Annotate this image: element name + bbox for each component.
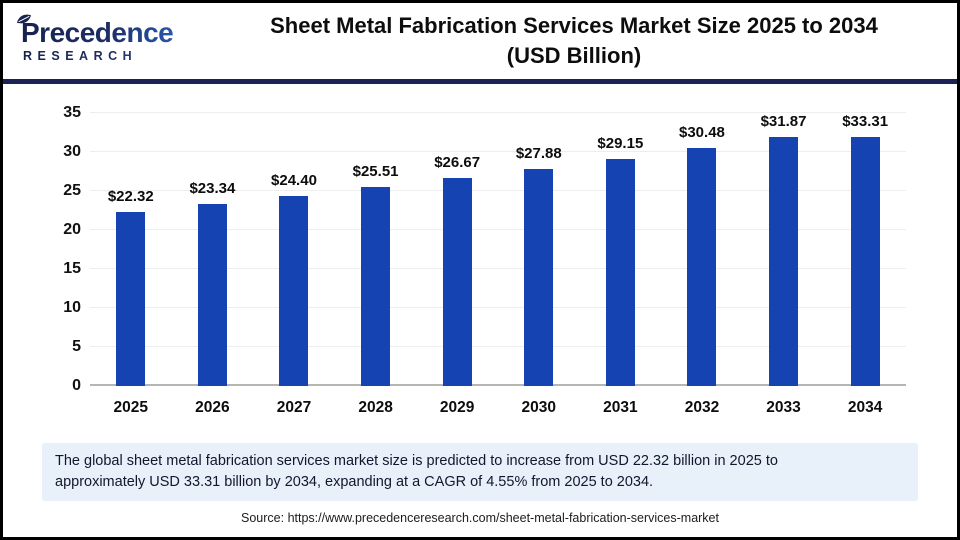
bar — [116, 211, 146, 386]
x-axis-label: 2034 — [847, 399, 883, 416]
x-axis-label: 2025 — [113, 399, 149, 416]
bar-slot: $24.40 — [253, 113, 335, 386]
gridline — [90, 112, 906, 113]
bar-slot: $26.67 — [416, 113, 498, 386]
bar-slot: $22.32 — [90, 113, 172, 386]
gridline — [90, 268, 906, 269]
y-axis-tick-label: 35 — [63, 104, 81, 121]
gridline — [90, 229, 906, 230]
chart-title-line2: (USD Billion) — [506, 43, 642, 68]
bar-value-label: $25.51 — [352, 163, 399, 181]
plot-area: $22.32 $23.34 $24.40 $25.51 $26.67 $27.88 $29.… — [90, 112, 906, 386]
bar-value-label: $29.15 — [597, 134, 644, 152]
bar — [687, 148, 717, 386]
bar-slot: $30.48 — [661, 113, 743, 386]
bar-value-label: $22.32 — [107, 187, 154, 205]
chart-title: Sheet Metal Fabrication Services Market … — [213, 11, 957, 70]
logo-brand-text: Precedence — [21, 19, 213, 47]
x-axis-label: 2033 — [766, 399, 801, 416]
bar-value-label: $31.87 — [760, 113, 807, 131]
summary-note: The global sheet metal fabrication servi… — [42, 443, 918, 501]
bar-slot: $31.87 — [743, 113, 825, 386]
y-axis-tick-label: 30 — [63, 143, 81, 160]
leaf-icon — [16, 14, 32, 24]
bar-value-label: $23.34 — [189, 179, 236, 197]
bar — [524, 168, 554, 386]
bar — [197, 203, 227, 386]
bar — [850, 137, 880, 386]
bar-value-label: $27.88 — [515, 144, 562, 162]
gridline — [90, 190, 906, 191]
bar — [361, 187, 391, 386]
bar — [605, 158, 635, 386]
bar-value-label: $26.67 — [434, 153, 481, 171]
bars: $22.32 $23.34 $24.40 $25.51 $26.67 $27.88 $29.… — [90, 113, 906, 386]
y-axis-tick-label: 15 — [63, 260, 81, 277]
header: Precedence RESEARCH Sheet Metal Fabricat… — [3, 3, 957, 79]
x-axis-label: 2026 — [195, 399, 230, 416]
y-axis-tick-label: 20 — [63, 221, 81, 238]
y-axis-tick-label: 0 — [72, 377, 81, 394]
bar-slot: $27.88 — [498, 113, 580, 386]
summary-note-line1: The global sheet metal fabrication servi… — [55, 453, 778, 469]
y-axis-tick-label: 5 — [72, 338, 81, 355]
chart-title-line1: Sheet Metal Fabrication Services Market … — [270, 13, 878, 39]
bar-slot: $29.15 — [580, 113, 662, 386]
bar-value-label: $24.40 — [271, 171, 317, 189]
x-axis: 2025 2026 2027 2028 2029 2030 2031 2032 2033 2034 — [90, 399, 906, 417]
bar — [769, 137, 799, 386]
y-axis-tick-label: 10 — [63, 299, 81, 316]
x-axis-label: 2031 — [603, 399, 638, 416]
header-divider — [3, 79, 957, 84]
x-axis-label: 2028 — [358, 399, 393, 416]
bar — [279, 195, 309, 386]
bar-value-label: $30.48 — [679, 124, 725, 142]
gridline — [90, 307, 906, 308]
x-axis-label: 2032 — [684, 399, 720, 416]
bar-slot: $23.34 — [172, 113, 254, 386]
x-axis-label: 2029 — [439, 399, 475, 416]
bar-slot: $25.51 — [335, 113, 417, 386]
x-axis-baseline — [90, 384, 906, 386]
bar-chart: $22.32 $23.34 $24.40 $25.51 $26.67 $27.88 $29.… — [3, 84, 957, 436]
summary-note-line2: approximately USD 33.31 billion by 2034,… — [55, 474, 654, 491]
bar — [442, 177, 472, 386]
bar-value-label: $33.31 — [842, 113, 889, 130]
gridline — [90, 151, 906, 152]
x-axis-label: 2030 — [521, 399, 556, 416]
gridline — [90, 346, 906, 347]
y-axis-tick-label: 25 — [63, 182, 81, 199]
x-axis-label: 2027 — [276, 399, 312, 416]
bar-slot: $33.31 — [824, 113, 906, 386]
precedence-research-logo: Precedence RESEARCH — [3, 14, 213, 63]
logo-subbrand-text: RESEARCH — [21, 49, 213, 63]
source-text: Source: https://www.precedenceresearch.c… — [241, 511, 719, 525]
